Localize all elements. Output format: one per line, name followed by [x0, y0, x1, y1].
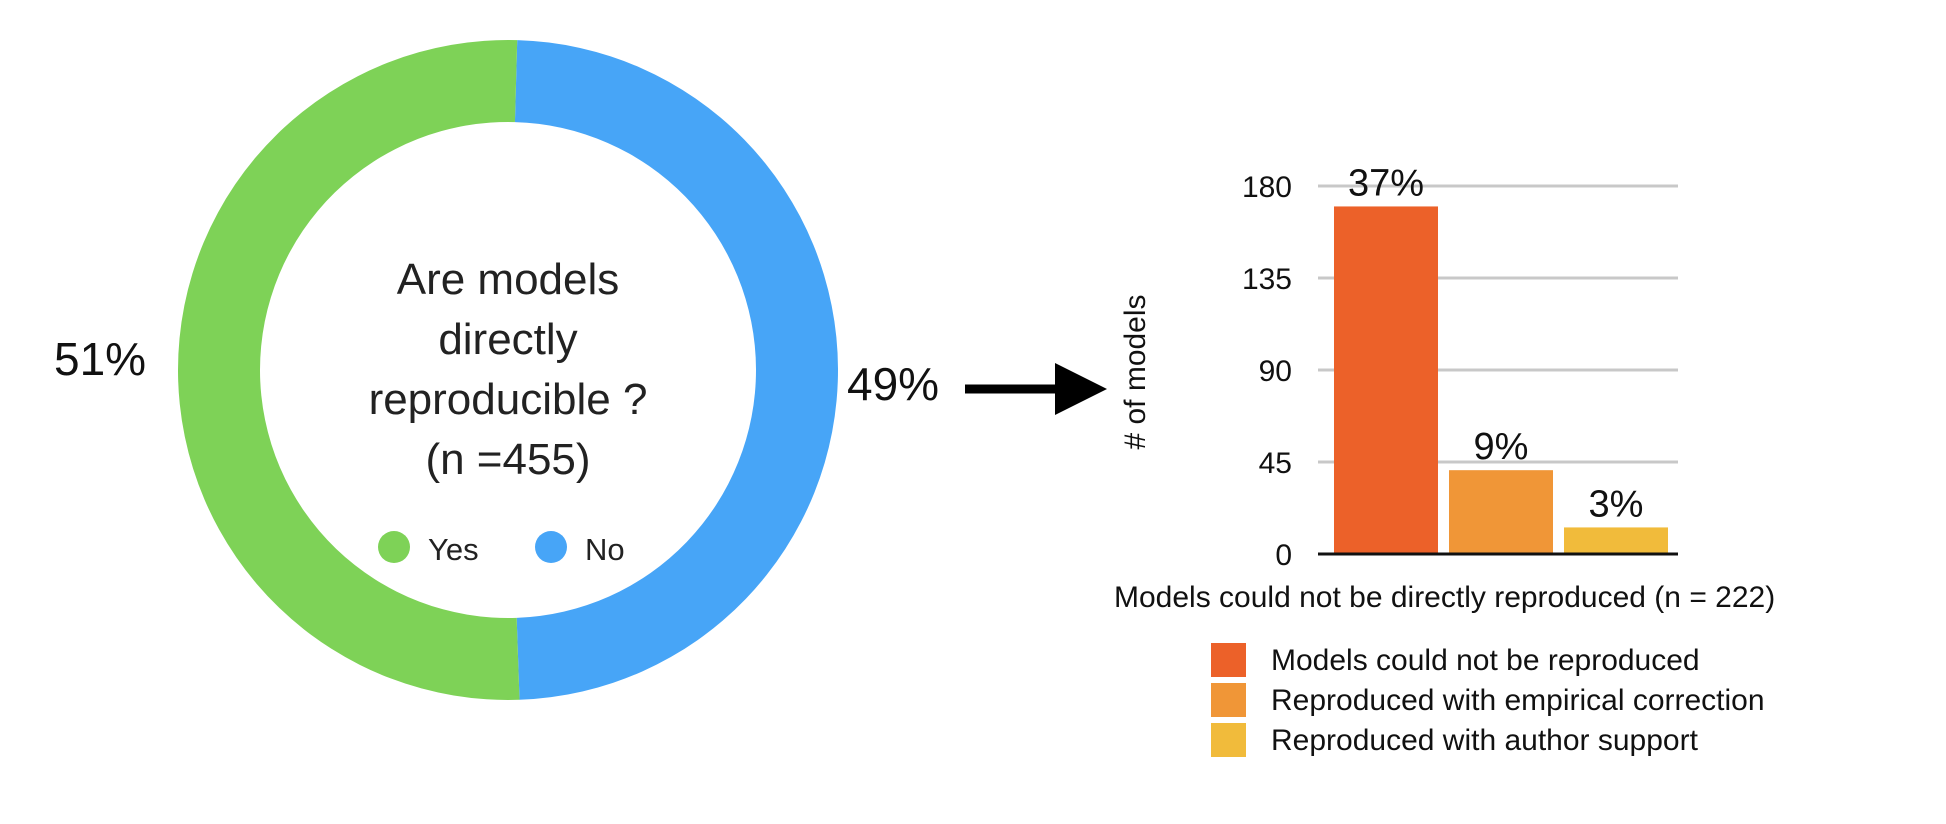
bar-y-tick-label: 135	[1242, 263, 1292, 296]
bar-legend-label: Reproduced with author support	[1271, 724, 1699, 757]
donut-title-line-1: Are models	[397, 255, 620, 304]
bar-legend-swatch	[1211, 643, 1246, 677]
bar-legend-label: Models could not be reproduced	[1271, 644, 1700, 677]
donut-slice-no	[514, 40, 838, 700]
bar-y-tick-label: 180	[1242, 171, 1292, 204]
bar-chart: 0 45 90 135 180 37% 9% 3% # of models Models c…	[1114, 162, 1775, 757]
bar-1	[1334, 206, 1438, 554]
bar-y-tick-label: 90	[1259, 355, 1292, 388]
legend-no-swatch	[535, 531, 567, 563]
bar-x-axis-label: Models could not be directly reproduced …	[1114, 581, 1775, 614]
donut-chart: Are models directly reproducible ? (n =4…	[54, 39, 939, 700]
donut-label-yes: 51%	[54, 333, 146, 385]
bar-legend-swatch	[1211, 723, 1246, 757]
bar-y-axis-label: # of models	[1119, 294, 1152, 449]
legend-yes-swatch	[378, 531, 410, 563]
bar-y-tick-label: 45	[1259, 447, 1292, 480]
bar-y-tick-label: 0	[1275, 539, 1292, 572]
donut-subtitle: (n =455)	[425, 435, 590, 484]
bar-data-label: 3%	[1589, 483, 1644, 525]
donut-label-no: 49%	[847, 358, 939, 410]
legend-yes-label: Yes	[428, 532, 479, 567]
bar-2	[1449, 470, 1553, 554]
donut-slice-yes	[177, 39, 520, 700]
bar-legend-swatch	[1211, 683, 1246, 717]
arrow-connector	[965, 363, 1107, 415]
bar-3	[1564, 527, 1668, 554]
donut-title-line-3: reproducible ?	[369, 375, 648, 424]
donut-title-line-2: directly	[438, 315, 577, 364]
bar-data-label: 9%	[1474, 426, 1529, 468]
bar-data-label: 37%	[1348, 162, 1424, 204]
legend-no-label: No	[585, 532, 625, 567]
bar-legend-label: Reproduced with empirical correction	[1271, 684, 1765, 717]
